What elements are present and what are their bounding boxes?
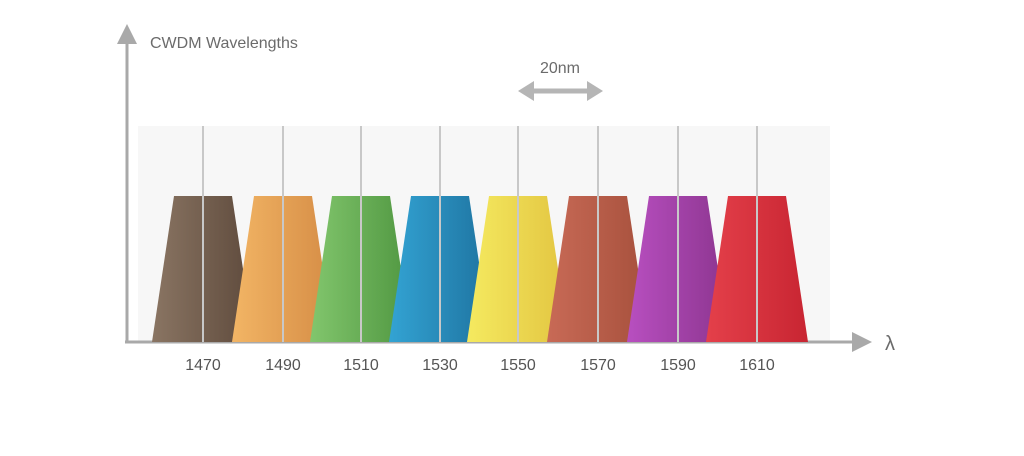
spacing-label: 20nm	[540, 60, 580, 77]
y-axis-arrowhead	[117, 24, 137, 44]
spacing-arrow-right-head	[587, 81, 603, 101]
wavelength-label-1470: 1470	[185, 357, 221, 374]
wavelength-label-1530: 1530	[422, 357, 458, 374]
wavelength-label-1590: 1590	[660, 357, 696, 374]
wavelength-label-1610: 1610	[739, 357, 775, 374]
wavelength-label-1550: 1550	[500, 357, 536, 374]
x-axis-symbol: λ	[885, 333, 895, 355]
spacing-arrow-left-head	[518, 81, 534, 101]
wavelength-label-1510: 1510	[343, 357, 379, 374]
channel-group: 1470 1490 1510 1530 1550 1570 1590 1610	[152, 126, 808, 374]
spacing-indicator: 20nm	[518, 60, 603, 101]
wavelength-label-1490: 1490	[265, 357, 301, 374]
x-axis-arrowhead	[852, 332, 872, 352]
diagram-title: CWDM Wavelengths	[150, 35, 298, 52]
wavelength-label-1570: 1570	[580, 357, 616, 374]
